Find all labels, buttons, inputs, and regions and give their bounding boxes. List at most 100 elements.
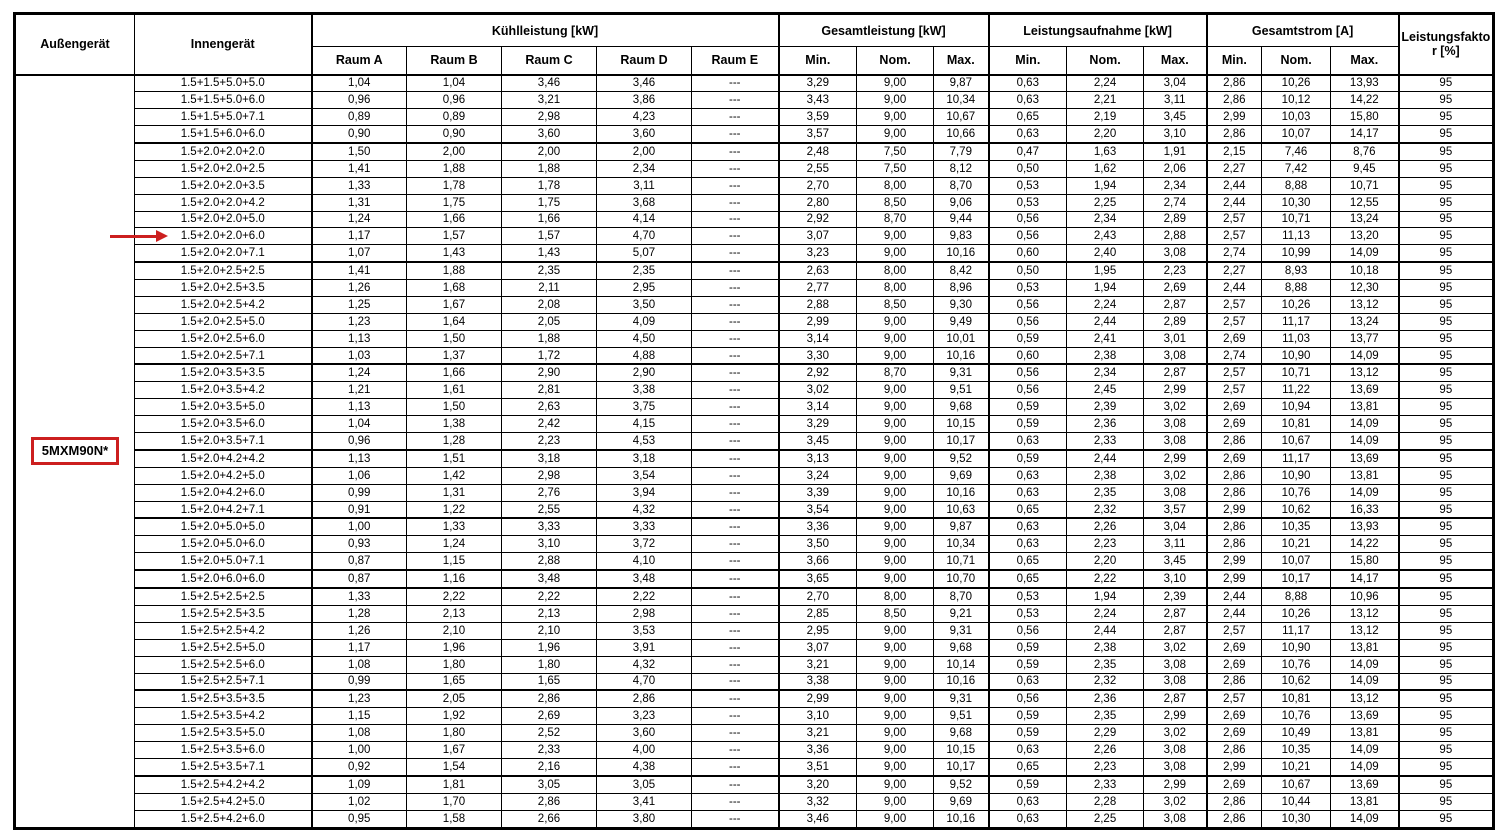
value-cell: 95 bbox=[1397, 621, 1495, 640]
indoor-combination-cell: 1.5+2.5+3.5+4.2 bbox=[134, 707, 312, 726]
value-cell: 9,00 bbox=[856, 535, 935, 554]
value-cell: 2,87 bbox=[1143, 689, 1208, 709]
value-cell: 7,50 bbox=[856, 142, 935, 161]
value-cell: 1,67 bbox=[406, 741, 502, 759]
value-cell: 2,92 bbox=[777, 210, 858, 229]
value-cell: --- bbox=[690, 707, 780, 726]
value-cell: 2,23 bbox=[1143, 261, 1208, 281]
value-cell: 2,44 bbox=[1205, 193, 1263, 212]
value-cell: 2,57 bbox=[1205, 621, 1263, 640]
value-cell: 95 bbox=[1397, 535, 1495, 554]
indoor-combination-cell: 1.5+2.5+3.5+3.5 bbox=[134, 689, 312, 709]
value-cell: 2,34 bbox=[1066, 363, 1145, 383]
value-cell: 1,08 bbox=[310, 724, 407, 743]
value-cell: 0,96 bbox=[310, 91, 407, 110]
value-cell: 0,53 bbox=[987, 193, 1068, 212]
value-cell: 2,99 bbox=[777, 312, 858, 331]
value-cell: --- bbox=[690, 757, 780, 777]
value-cell: 2,87 bbox=[1143, 295, 1208, 314]
value-cell: 9,00 bbox=[856, 774, 935, 794]
value-cell: 3,50 bbox=[777, 535, 858, 554]
value-cell: 1,75 bbox=[501, 193, 597, 212]
indoor-combination-cell: 1.5+2.0+2.0+3.5 bbox=[134, 176, 312, 195]
value-cell: 1,33 bbox=[310, 176, 407, 195]
value-cell: 2,69 bbox=[1205, 638, 1263, 657]
value-cell: 95 bbox=[1397, 295, 1495, 314]
value-cell: 0,59 bbox=[987, 707, 1068, 726]
value-cell: 95 bbox=[1397, 757, 1495, 777]
table-row: 1.5+2.0+3.5+3.5 1,24 1,66 2,90 2,90 --- 2,92 8,… bbox=[15, 363, 1495, 383]
value-cell: 9,00 bbox=[856, 415, 935, 433]
subheader-k-hlleistung-kw-raum-d: Raum D bbox=[596, 46, 692, 76]
indoor-combination-cell: 1.5+2.5+2.5+4.2 bbox=[134, 621, 312, 640]
value-cell: 2,57 bbox=[1205, 312, 1263, 331]
value-cell: --- bbox=[690, 500, 780, 519]
value-cell: 10,17 bbox=[1261, 569, 1332, 589]
value-cell: 2,69 bbox=[501, 707, 597, 726]
value-cell: 95 bbox=[1397, 193, 1495, 212]
value-cell: 13,24 bbox=[1330, 210, 1400, 229]
value-cell: --- bbox=[690, 552, 780, 571]
value-cell: --- bbox=[690, 605, 780, 623]
value-cell: 2,74 bbox=[1143, 193, 1208, 212]
value-cell: 9,00 bbox=[856, 466, 935, 485]
value-cell: 95 bbox=[1397, 261, 1495, 281]
value-cell: 10,67 bbox=[1261, 431, 1332, 451]
value-cell: 95 bbox=[1397, 415, 1495, 433]
indoor-combination-cell: 1.5+2.0+4.2+5.0 bbox=[134, 466, 312, 485]
value-cell: 10,03 bbox=[1261, 108, 1332, 127]
value-cell: 0,59 bbox=[987, 329, 1068, 348]
table-row: 1.5+2.5+4.2+5.0 1,02 1,70 2,86 3,41 --- 3,32 9,… bbox=[15, 792, 1495, 811]
value-cell: 0,90 bbox=[310, 125, 407, 144]
indoor-combination-cell: 1.5+2.0+2.5+3.5 bbox=[134, 279, 312, 297]
value-cell: 10,16 bbox=[933, 244, 990, 263]
value-cell: 8,70 bbox=[933, 176, 990, 195]
value-cell: 95 bbox=[1397, 587, 1495, 607]
value-cell: 95 bbox=[1397, 774, 1495, 794]
value-cell: 2,69 bbox=[1205, 707, 1263, 726]
value-cell: 3,38 bbox=[596, 381, 692, 400]
value-cell: 11,17 bbox=[1261, 448, 1332, 468]
header-group-kuehlleistung: Kühlleistung [kW] bbox=[310, 13, 780, 47]
value-cell: 9,68 bbox=[933, 724, 990, 743]
table-row: 1.5+2.0+2.0+4.2 1,31 1,75 1,75 3,68 --- 2,80 8,… bbox=[15, 193, 1495, 212]
value-cell: 3,46 bbox=[596, 73, 692, 93]
value-cell: 13,20 bbox=[1330, 227, 1400, 246]
table-row: 1.5+1.5+6.0+6.0 0,90 0,90 3,60 3,60 --- 3,57 9,… bbox=[15, 125, 1495, 144]
header-group-leistungsaufnahme: Leistungsaufnahme [kW] bbox=[987, 13, 1208, 47]
value-cell: 2,86 bbox=[596, 689, 692, 709]
value-cell: 0,87 bbox=[310, 569, 407, 589]
value-cell: --- bbox=[690, 448, 780, 468]
indoor-combination-cell: 1.5+2.0+3.5+3.5 bbox=[134, 363, 312, 383]
value-cell: 1,88 bbox=[501, 159, 597, 178]
value-cell: 3,48 bbox=[596, 569, 692, 589]
value-cell: 9,00 bbox=[856, 809, 935, 830]
value-cell: 2,99 bbox=[777, 689, 858, 709]
table-header: Außengerät Innengerät Kühlleistung [kW] … bbox=[14, 13, 1495, 76]
value-cell: 9,44 bbox=[933, 210, 990, 229]
subheader-leistungsaufnahme-kw-min: Min. bbox=[987, 46, 1068, 76]
value-cell: 4,38 bbox=[596, 757, 692, 777]
value-cell: 2,88 bbox=[777, 295, 858, 314]
value-cell: 95 bbox=[1397, 142, 1495, 161]
value-cell: 10,49 bbox=[1261, 724, 1332, 743]
value-cell: 3,23 bbox=[596, 707, 692, 726]
value-cell: 95 bbox=[1397, 125, 1495, 144]
value-cell: 9,51 bbox=[933, 381, 990, 400]
value-cell: 1,41 bbox=[310, 261, 407, 281]
value-cell: 1,81 bbox=[406, 774, 502, 794]
value-cell: 2,99 bbox=[1143, 707, 1208, 726]
table-row: 1.5+2.5+2.5+3.5 1,28 2,13 2,13 2,98 --- 2,85 8,… bbox=[15, 605, 1495, 623]
value-cell: 1,62 bbox=[1066, 159, 1145, 178]
arrow-line bbox=[110, 234, 158, 238]
value-cell: 14,09 bbox=[1330, 741, 1400, 759]
value-cell: 2,32 bbox=[1066, 500, 1145, 519]
value-cell: 9,31 bbox=[933, 689, 990, 709]
value-cell: 9,00 bbox=[856, 448, 935, 468]
value-cell: 8,00 bbox=[856, 279, 935, 297]
table-row: 1.5+2.5+2.5+5.0 1,17 1,96 1,96 3,91 --- 3,07 9,… bbox=[15, 638, 1495, 657]
table-row: 1.5+2.0+2.0+2.0 1,50 2,00 2,00 2,00 --- 2,48 7,… bbox=[15, 142, 1495, 161]
value-cell: 1,80 bbox=[501, 655, 597, 674]
value-cell: 1,38 bbox=[406, 415, 502, 433]
value-cell: 3,39 bbox=[777, 483, 858, 502]
